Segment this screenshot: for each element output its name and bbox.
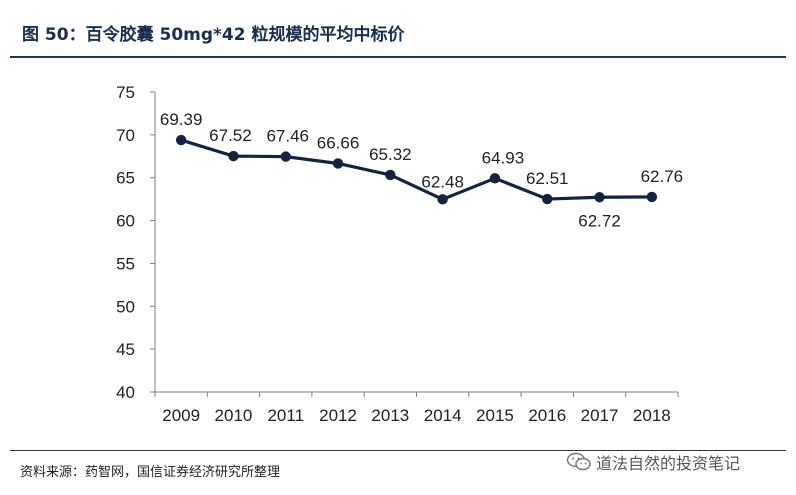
data-point (594, 192, 605, 203)
line-chart: 75 70 65 60 55 50 45 40 2009 2010 2011 2012 2013 2014… (116, 83, 684, 425)
data-point (437, 194, 448, 205)
data-label: 67.52 (209, 126, 252, 145)
data-point (332, 158, 344, 169)
data-point (646, 191, 658, 203)
x-tick-label: 2011 (267, 406, 304, 425)
wechat-icon (566, 452, 591, 471)
series-line (180, 138, 652, 201)
y-tick-label: 45 (116, 340, 135, 359)
data-label: 62.72 (578, 211, 621, 230)
x-tick-label: 2009 (162, 406, 200, 425)
y-tick-label: 55 (116, 254, 135, 273)
x-tick-label: 2015 (476, 406, 514, 425)
x-tick-label: 2012 (319, 406, 357, 425)
y-tick-label: 75 (116, 83, 135, 102)
data-point (175, 134, 187, 146)
data-point (385, 169, 396, 181)
y-tick-label: 65 (116, 169, 135, 188)
data-label: 64.93 (482, 148, 525, 167)
x-tick-label: 2016 (528, 406, 566, 425)
y-tick-label: 40 (116, 383, 135, 402)
footer-divider (10, 450, 786, 451)
data-label: 62.48 (421, 172, 464, 191)
data-label: 69.39 (160, 110, 203, 129)
title-bar: 图 50：百令胶囊 50mg*42 粒规模的平均中标价 (10, 0, 786, 58)
data-label: 62.51 (526, 169, 569, 188)
figure-title: 图 50：百令胶囊 50mg*42 粒规模的平均中标价 (22, 25, 405, 45)
y-tick-label: 50 (116, 297, 135, 316)
data-label: 62.76 (641, 167, 684, 186)
data-label: 66.66 (317, 133, 360, 152)
x-tick-label: 2014 (424, 406, 462, 425)
source-note: 资料来源：药智网，国信证券经济研究所整理 (20, 465, 281, 480)
data-label: 65.32 (369, 145, 412, 164)
y-tick-label: 70 (116, 126, 135, 145)
x-tick-label: 2018 (633, 406, 671, 425)
data-point (489, 173, 501, 184)
x-tick-label: 2017 (581, 406, 619, 425)
x-tick-label: 2013 (371, 406, 409, 425)
data-label: 67.46 (266, 127, 309, 146)
x-tick-label: 2010 (215, 406, 253, 425)
data-point (280, 151, 291, 162)
watermark-text: 道法自然的投资笔记 (596, 454, 741, 473)
data-point (228, 150, 239, 162)
y-tick-label: 60 (116, 212, 135, 231)
data-point (542, 193, 553, 205)
watermark: 道法自然的投资笔记 (566, 449, 740, 475)
